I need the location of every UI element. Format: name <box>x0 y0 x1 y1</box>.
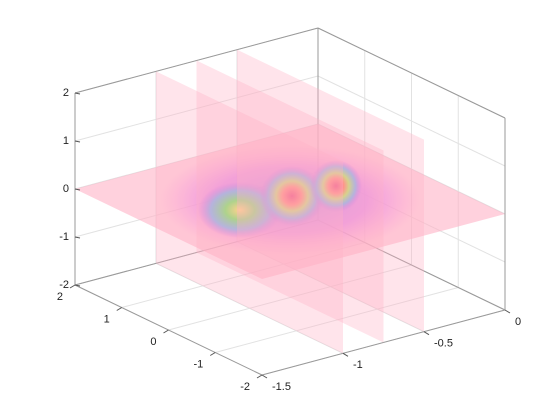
grid-line <box>215 287 459 353</box>
grid-line <box>74 75 319 142</box>
tick-mark <box>423 331 430 336</box>
tick-label: 0 <box>63 183 69 195</box>
x-slice <box>196 60 384 343</box>
vertical-slices <box>156 49 424 354</box>
tick-mark <box>256 374 263 379</box>
x-slice <box>237 49 424 332</box>
tick-mark <box>504 309 511 314</box>
tick-mark <box>74 284 81 287</box>
tick-label: -2 <box>240 381 250 393</box>
tick-mark <box>74 92 81 95</box>
blob <box>260 166 324 226</box>
tick-label: -1 <box>353 359 363 371</box>
grid-line <box>317 75 506 167</box>
tick-label: 0 <box>150 336 156 348</box>
slice-colormap <box>160 145 420 255</box>
tick-mark <box>74 188 81 191</box>
tick-label: -2 <box>59 279 69 291</box>
tick-mark <box>74 236 81 239</box>
tick-mark <box>163 329 169 334</box>
tick-label: 1 <box>63 135 69 147</box>
tick-mark <box>261 374 268 379</box>
tick-label: 2 <box>57 291 63 303</box>
tick-label: -0.5 <box>434 338 453 350</box>
tick-mark <box>116 307 123 311</box>
grid-line <box>168 264 412 331</box>
tick-mark <box>74 140 81 143</box>
axis-edge <box>74 27 319 94</box>
axis-edge <box>261 309 506 376</box>
tick-label: -1.5 <box>272 381 291 393</box>
axis-edge <box>317 27 506 119</box>
x-slice <box>156 71 343 354</box>
blob <box>310 160 362 212</box>
tick-label: 1 <box>104 313 110 325</box>
tick-mark <box>69 284 76 289</box>
tick-mark <box>209 352 216 356</box>
tick-label: 2 <box>63 87 69 99</box>
tick-mark <box>342 352 349 357</box>
tick-label: -1 <box>193 358 203 370</box>
tick-label: 0 <box>515 316 521 328</box>
tick-label: -1 <box>59 231 69 243</box>
